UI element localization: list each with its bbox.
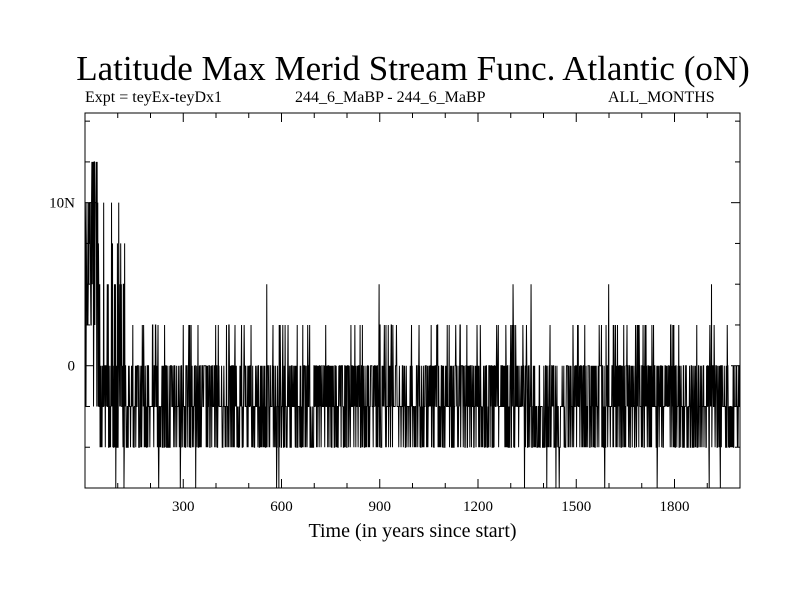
x-tick-label: 900 [369, 499, 392, 515]
x-axis-label: Time (in years since start) [308, 520, 517, 542]
y-tick-label: 0 [68, 359, 76, 375]
x-tick-label: 1800 [660, 499, 690, 515]
y-tick-label: 10N [49, 196, 75, 212]
subtitle-right: ALL_MONTHS [608, 89, 715, 106]
x-tick-label: 1500 [561, 499, 591, 515]
x-tick-label: 300 [172, 499, 195, 515]
chart-title: Latitude Max Merid Stream Func. Atlantic… [76, 49, 750, 88]
x-tick-label: 600 [270, 499, 293, 515]
subtitle-left: Expt = teyEx-teyDx1 [85, 89, 222, 106]
series-line [84, 161, 741, 489]
x-tick-label: 1200 [463, 499, 493, 515]
subtitle-center: 244_6_MaBP - 244_6_MaBP [295, 89, 486, 106]
